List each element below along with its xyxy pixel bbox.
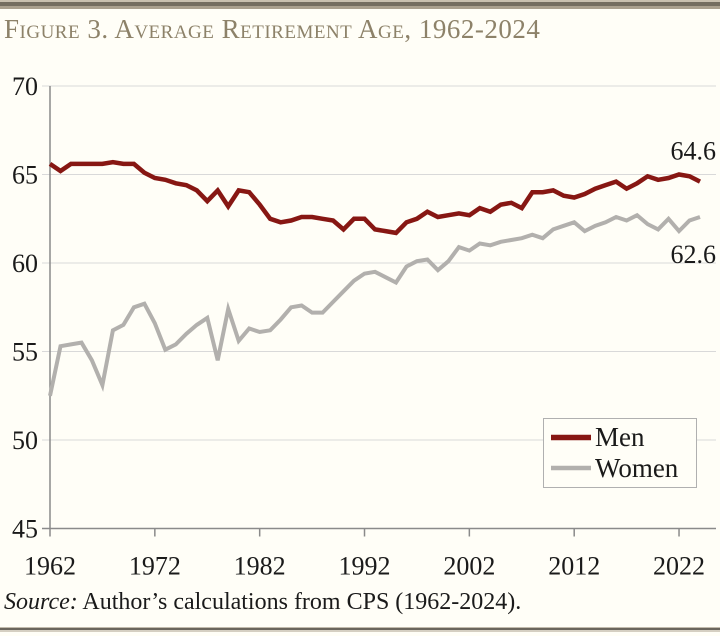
chart: 1962 1972 1982 1992 2002 2012 2022 45 50 55 60 65 70… [0,60,720,590]
women-end-label: 62.6 [671,240,717,269]
bottom-border [0,627,720,632]
top-border [0,0,720,9]
x-tick-label-2002: 2002 [443,552,495,581]
y-tick-label-55: 55 [12,338,38,367]
x-tick-label-2022: 2022 [653,552,705,581]
x-tick-label-1992: 1992 [339,552,391,581]
x-tick-label-1962: 1962 [24,552,76,581]
figure-title: Figure 3. Average Retirement Age, 1962-2… [4,14,541,44]
y-tick-label-70: 70 [12,72,38,101]
y-tick-label-60: 60 [12,249,38,278]
x-tick-label-2012: 2012 [548,552,600,581]
x-tick-label-1982: 1982 [234,552,286,581]
chart-svg: 1962 1972 1982 1992 2002 2012 2022 45 50 55 60 65 70… [12,72,717,581]
x-tick-label-1972: 1972 [129,552,181,581]
source-note: Source: Author’s calculations from CPS (… [4,589,716,616]
women-line [48,212,701,397]
y-tick-label-65: 65 [12,161,38,190]
men-line [48,159,702,236]
y-tick-label-45: 45 [12,515,38,544]
source-label: Source: [4,589,78,615]
men-end-label: 64.6 [671,137,717,166]
legend-men-label: Men [595,422,645,452]
y-tick-label-50: 50 [12,426,38,455]
legend-women-label: Women [595,453,679,483]
source-text: Author’s calculations from CPS (1962-202… [77,589,522,615]
legend-box [543,418,697,488]
